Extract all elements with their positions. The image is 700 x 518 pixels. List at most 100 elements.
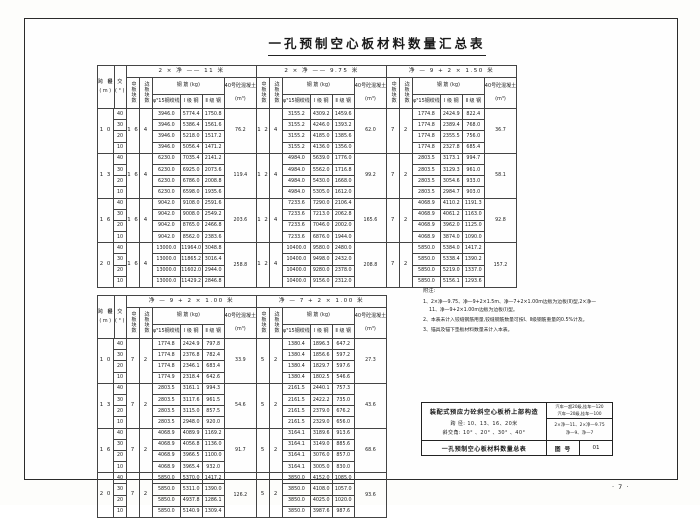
steel-grade1-value: 7213.0 [309,208,333,221]
steel-grade2-value: 1944.0 [331,231,355,244]
steel-grade2-value: 961.0 [461,163,485,177]
steel-strand-value: 1380.4 [282,371,311,384]
table-row: 20 2803.5 3115.0 857.5 2161.5 2379.0 676.2 [98,405,387,418]
skew-label: 斜交角: [442,429,461,436]
steel-grade1-value: 2318.4 [179,371,203,384]
steel-grade2-value: 1935.6 [201,186,225,199]
steel-grade1-value: 5056.4 [179,141,203,154]
steel-grade1-value: 3115.0 [179,405,203,418]
steel-grade1-value: 1856.6 [309,349,333,362]
mid-plates-header: 中板块数 [256,307,271,339]
mid-plate-count: 1 2 [256,242,271,288]
table-row: 20 6230.0 6786.0 2008.8 4984.0 5430.0 1668.0 28… [98,175,517,188]
steel-grade1-value: 2379.0 [309,405,333,418]
skew-value: 20 [113,130,127,143]
mid-plates-header: 中板块数 [126,307,140,339]
steel-grade2-value: 1417.2 [461,242,485,255]
section-header-row: 跨 径(m)斜 交 角(°)2 × 净 —— 11 米2 × 净 —— 9.75… [97,65,518,109]
concrete-value: 36.7 [483,108,518,154]
steel-grade2-value: 676.2 [331,405,355,418]
steel-grade1-value: 9280.0 [309,264,333,277]
span-value: 1 6 [97,427,114,474]
steel-strand-value: 7233.6 [282,197,311,210]
side-plate-count: 4 [269,152,284,199]
table-row: 20 1774.8 2346.1 683.4 1380.4 1829.7 597.6 [98,360,387,373]
table-row: 20 13000.0 11602.0 2944.0 10400.0 9280.0 2378.… [98,264,517,277]
skew-value: 10 [113,505,127,518]
steel-grade2-value: 1191.3 [461,197,485,210]
steel-grade1-value: 6876.0 [309,231,333,244]
side-plate-count: 2 [269,338,284,384]
steel-grade1-value: 4061.2 [439,208,463,221]
steel-grade2-header: Ⅱ 级 钢 [461,94,485,109]
side-plate-count: 2 [269,472,284,518]
side-plate-count: 2 [139,382,153,429]
section-header-s1: 2 × 净 —— 11 米 [125,65,258,78]
table-row: 10 3946.0 5056.4 1471.2 3155.2 4136.0 1356.0 17… [98,141,517,154]
steel-grade2-value: 1057.0 [331,483,355,496]
steel-grade1-value: 4309.2 [309,107,333,121]
steel-strand-header: φ⁵15钢绞线 [282,94,311,109]
span-value: 2 0 [97,242,114,288]
span-value: 1 3 [97,382,114,429]
table-row: 10 4068.9 3965.4 932.0 3164.1 3005.0 830.0 [98,461,387,474]
steel-strand-value: 1774.8 [412,107,441,121]
concrete-value: 27.3 [353,338,388,384]
steel-grade2-value: 2008.8 [201,175,225,188]
steel-strand-value: 4068.9 [152,449,181,463]
steel-grade1-value: 11865.2 [179,253,203,266]
steel-grade2-value: 920.0 [201,416,225,429]
skew-value: 20 [113,175,127,188]
table-row: 1 3 40 7 2 2803.5 3161.1 994.3 54.6 5 2 2161.5 2440… [97,382,388,429]
steel-group-header: 钢 筋 (kg) [152,77,225,95]
steel-strand-header: φ⁵15钢绞线 [152,94,181,109]
steel-strand-value: 1774.8 [152,349,181,362]
steel-grade1-value: 2424.9 [179,337,203,351]
steel-strand-value: 13000.0 [152,242,181,255]
steel-strand-value: 2803.5 [152,416,181,429]
steel-strand-value: 13000.0 [152,253,181,266]
concrete-value: 126.2 [223,472,258,518]
page-title: 一孔预制空心板材料数量汇总表 [268,33,486,56]
side-plates-header: 边板块数 [139,77,153,109]
concrete-value: 58.1 [483,152,518,199]
width-line-2: 净—9、净—7 [565,430,594,436]
steel-grade2-value: 1293.6 [461,275,485,289]
concrete-value: 93.6 [353,472,388,518]
steel-grade2-value: 3048.8 [201,242,225,255]
steel-strand-value: 3946.0 [152,130,181,143]
steel-strand-value: 5850.0 [412,264,441,277]
load-class: 汽车—超20级,挂车—120 汽车—20级,挂车—100 [547,403,612,419]
steel-strand-value: 5850.0 [152,472,181,485]
side-plate-count: 2 [139,427,153,474]
steel-grade1-value: 5338.4 [439,253,463,266]
steel-grade2-value: 1337.0 [461,264,485,277]
drawing-no-value: 01 [592,445,600,451]
steel-grade2-value: 1716.8 [331,163,355,177]
steel-grade2-value: 961.5 [201,393,225,407]
steel-grade1-value: 9008.0 [179,208,203,221]
steel-grade1-value: 2389.4 [439,119,463,132]
skew-value: 10 [113,141,127,154]
steel-grade1-value: 5156.1 [439,275,463,289]
notes-list: 1、2×净—9.75、净—9+2×1.5m、净—7+2×1.00m边板为边板(Ⅱ… [423,299,603,336]
table-row: 1 0 40 1 6 4 3946.0 5774.4 1750.8 76.2 1 2 4 3155.… [97,107,518,154]
steel-strand-value: 4984.0 [282,186,311,199]
table-row: 2 0 40 1 6 4 13000.0 11964.0 3048.8 258.8 1 2 4 10… [97,242,518,288]
note-item: 2、本表未计入铰缝钢筋用量,铰缝钢筋数量可按Ⅰ、Ⅱ级钢筋重量的0.5%计及。 [423,318,588,324]
section-header-row: 跨 径(m)斜 交 角(°)净 — 9 + 2 × 1.00 米净 — 7 + … [97,295,388,339]
steel-strand-value: 2803.5 [412,186,441,199]
side-plate-count: 4 [139,197,153,244]
steel-grade2-value: 1776.0 [331,152,355,165]
steel-grade1-value: 2422.2 [309,393,333,407]
title-block: 装配式预应力砼斜空心板桥上部构造 跨 径: 10、13、16、20米 斜交角: … [421,402,613,456]
concrete-value: 62.0 [353,108,388,154]
side-plate-count: 4 [139,242,153,288]
corner-cell: 跨 径(m)斜 交 角(°) [97,295,127,339]
steel-grade1-value: 5305.0 [309,186,333,199]
steel-grade2-header: Ⅱ 级 钢 [331,94,355,109]
steel-grade1-header: Ⅰ 级 钢 [179,324,203,339]
steel-strand-value: 6230.0 [152,163,181,177]
skew-value: 20 [113,405,127,418]
